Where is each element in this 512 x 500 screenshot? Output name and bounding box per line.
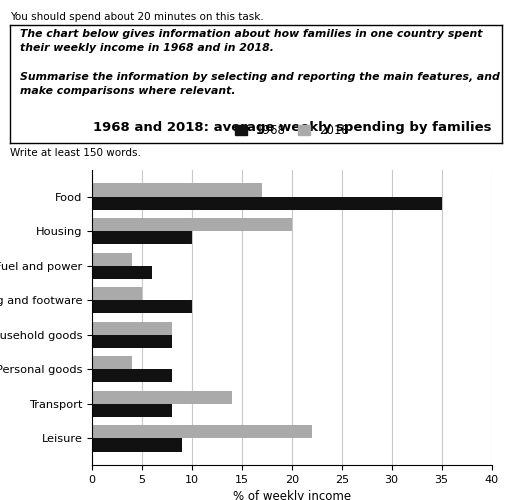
Text: The chart below gives information about how families in one country spent
their : The chart below gives information about …: [20, 28, 500, 96]
Text: Write at least 150 words.: Write at least 150 words.: [10, 148, 141, 158]
Bar: [92, 300, 192, 314]
Bar: [92, 404, 172, 417]
Bar: [92, 426, 312, 438]
Bar: [92, 184, 262, 196]
Bar: [92, 231, 192, 244]
Bar: [92, 218, 292, 231]
Bar: [92, 391, 232, 404]
X-axis label: % of weekly income: % of weekly income: [233, 490, 351, 500]
Bar: [92, 356, 132, 370]
Bar: [92, 266, 152, 279]
Bar: [92, 252, 132, 266]
Bar: [92, 370, 172, 382]
Legend: 1968, 2018: 1968, 2018: [235, 124, 349, 138]
Bar: [92, 196, 441, 209]
Bar: [92, 335, 172, 348]
Bar: [92, 287, 142, 300]
Bar: [92, 322, 172, 335]
Title: 1968 and 2018: average weekly spending by families: 1968 and 2018: average weekly spending b…: [93, 121, 491, 134]
Text: You should spend about 20 minutes on this task.: You should spend about 20 minutes on thi…: [10, 12, 264, 22]
Bar: [92, 438, 182, 452]
